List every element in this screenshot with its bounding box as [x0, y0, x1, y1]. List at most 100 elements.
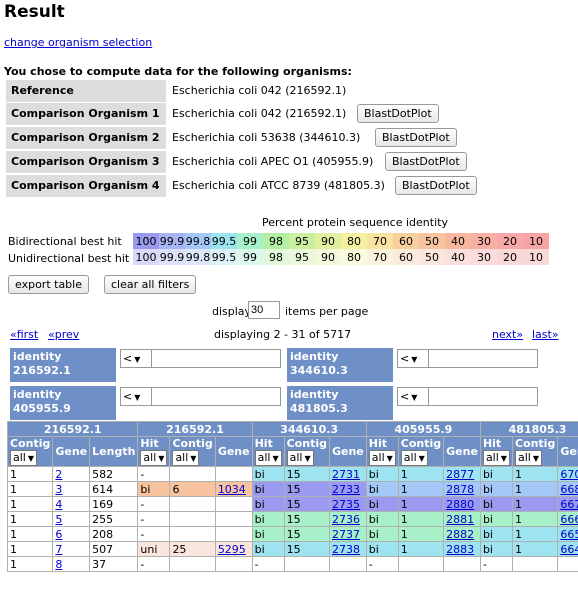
filter-value-input[interactable]	[151, 349, 281, 368]
chevron-down-icon: ▼	[386, 454, 393, 463]
gene-link[interactable]: 5295	[217, 542, 246, 556]
gene-link[interactable]: 5	[55, 512, 63, 526]
gene-link[interactable]: 2738	[331, 542, 360, 556]
column-header-label: Hit	[140, 437, 159, 450]
column-filter-select[interactable]: all ▼	[286, 450, 314, 466]
column-filter-select[interactable]: all ▼	[368, 450, 396, 466]
intro-text: You chose to compute data for the follow…	[4, 65, 352, 78]
gene-link[interactable]: 2733	[331, 482, 360, 496]
filter-value-input[interactable]	[428, 387, 538, 406]
hit-cell: bi	[365, 466, 399, 482]
hit-cell: bi	[365, 496, 399, 512]
column-filter-select[interactable]: all ▼	[172, 450, 200, 466]
gene-link[interactable]: 3	[55, 482, 63, 496]
last-page-link[interactable]: last»	[532, 328, 559, 341]
gene-link[interactable]: 666	[560, 512, 578, 526]
chevron-down-icon: ▼	[304, 454, 311, 463]
organism-name: Escherichia coli ATCC 8739 (481805.3)	[172, 179, 385, 192]
gene-cell: 2881	[443, 511, 481, 527]
blast-dot-plot-button[interactable]: BlastDotPlot	[385, 152, 467, 171]
gene-cell: 666	[557, 511, 578, 527]
gene-link[interactable]: 2731	[331, 467, 360, 481]
gene-link[interactable]: 2881	[446, 512, 475, 526]
column-header-label: Gene	[331, 445, 364, 458]
column-filter-select[interactable]: all ▼	[140, 450, 168, 466]
column-filter-select[interactable]: all ▼	[400, 450, 428, 466]
gene-link[interactable]: 2877	[446, 467, 475, 481]
contig-cell: 1	[511, 466, 559, 482]
blast-dot-plot-button[interactable]: BlastDotPlot	[395, 176, 477, 195]
filter-operator-select[interactable]: < ▼	[397, 387, 429, 406]
column-filter-value: all	[143, 451, 157, 464]
gene-link[interactable]: 8	[55, 557, 63, 571]
filter-operator-select[interactable]: < ▼	[397, 349, 429, 368]
gene-link[interactable]: 6	[55, 527, 63, 541]
organism-name: Escherichia coli 042 (216592.1)	[172, 107, 347, 120]
column-filter-select[interactable]: all ▼	[514, 450, 542, 466]
first-page-link[interactable]: «first	[10, 328, 39, 341]
gene-cell: 5295	[214, 541, 253, 557]
gene-link[interactable]: 7	[55, 542, 63, 556]
hit-cell: bi	[479, 511, 513, 527]
prev-page-link[interactable]: «prev	[48, 328, 80, 341]
gene-cell	[557, 556, 578, 572]
column-filter-select[interactable]: all ▼	[254, 450, 282, 466]
filter-operator-select[interactable]: < ▼	[120, 349, 152, 368]
filter-value-input[interactable]	[428, 349, 538, 368]
blast-dot-plot-button[interactable]: BlastDotPlot	[375, 128, 457, 147]
next-page-link[interactable]: next»	[492, 328, 524, 341]
hit-cell: -	[137, 511, 171, 527]
change-organism-link[interactable]: change organism selection	[4, 36, 153, 49]
gene-link[interactable]: 667	[560, 497, 578, 511]
filter-value-input[interactable]	[151, 387, 281, 406]
column-filter-select[interactable]: all ▼	[482, 450, 510, 466]
gene-link[interactable]: 2736	[331, 512, 360, 526]
filter-label: identity 405955.9	[10, 386, 116, 420]
gene-cell: 2738	[328, 541, 367, 557]
contig-cell: 1	[6, 466, 54, 482]
group-header: 216592.1	[137, 421, 253, 437]
contig-cell: 1	[397, 466, 445, 482]
contig-cell: 1	[6, 541, 54, 557]
gene-link[interactable]: 4	[55, 497, 63, 511]
export-table-button[interactable]: export table	[8, 275, 89, 294]
gene-link[interactable]: 2	[55, 467, 63, 481]
hit-cell: -	[251, 556, 285, 572]
gene-link[interactable]: 2737	[331, 527, 360, 541]
column-filter-value: all	[403, 451, 417, 464]
length-cell: 255	[89, 511, 139, 527]
gene-link[interactable]: 664	[560, 542, 578, 556]
organism-name: Escherichia coli 042 (216592.1)	[172, 84, 347, 97]
scale-cell-unidirectional: 80	[341, 249, 367, 265]
gene-cell: 664	[557, 541, 578, 557]
contig-cell: 15	[283, 526, 330, 542]
scale-cell-bidirectional: 90	[315, 233, 341, 249]
gene-link[interactable]: 2735	[331, 497, 360, 511]
scale-cell-bidirectional: 70	[367, 233, 393, 249]
gene-link[interactable]: 670	[560, 467, 578, 481]
scale-cell-unidirectional: 99.9	[159, 249, 185, 265]
scale-cell-bidirectional: 80	[341, 233, 367, 249]
items-per-page-input[interactable]	[248, 301, 280, 319]
filter-operator-select[interactable]: < ▼	[120, 387, 152, 406]
gene-cell: 1034	[214, 481, 253, 497]
contig-cell: 1	[397, 511, 445, 527]
contig-cell	[169, 496, 216, 512]
blast-dot-plot-button[interactable]: BlastDotPlot	[357, 104, 439, 123]
column-filter-value: all	[175, 451, 189, 464]
table-row: 1 4 169- bi 15 2735 bi 1 2880 bi 1 667	[6, 496, 578, 512]
clear-filters-button[interactable]: clear all filters	[104, 275, 197, 294]
gene-link[interactable]: 2880	[446, 497, 475, 511]
column-filter-select[interactable]: all ▼	[10, 450, 38, 466]
contig-cell: 1	[6, 496, 54, 512]
column-header: Contig all ▼	[6, 436, 54, 467]
scale-cell-unidirectional: 99.8	[185, 249, 211, 265]
gene-link[interactable]: 2883	[446, 542, 475, 556]
gene-link[interactable]: 665	[560, 527, 578, 541]
gene-link[interactable]: 2878	[446, 482, 475, 496]
gene-link[interactable]: 668	[560, 482, 578, 496]
gene-link[interactable]: 2882	[446, 527, 475, 541]
organism-label: Comparison Organism 4	[6, 175, 166, 197]
gene-link[interactable]: 1034	[217, 482, 246, 496]
hit-cell: bi	[251, 511, 285, 527]
